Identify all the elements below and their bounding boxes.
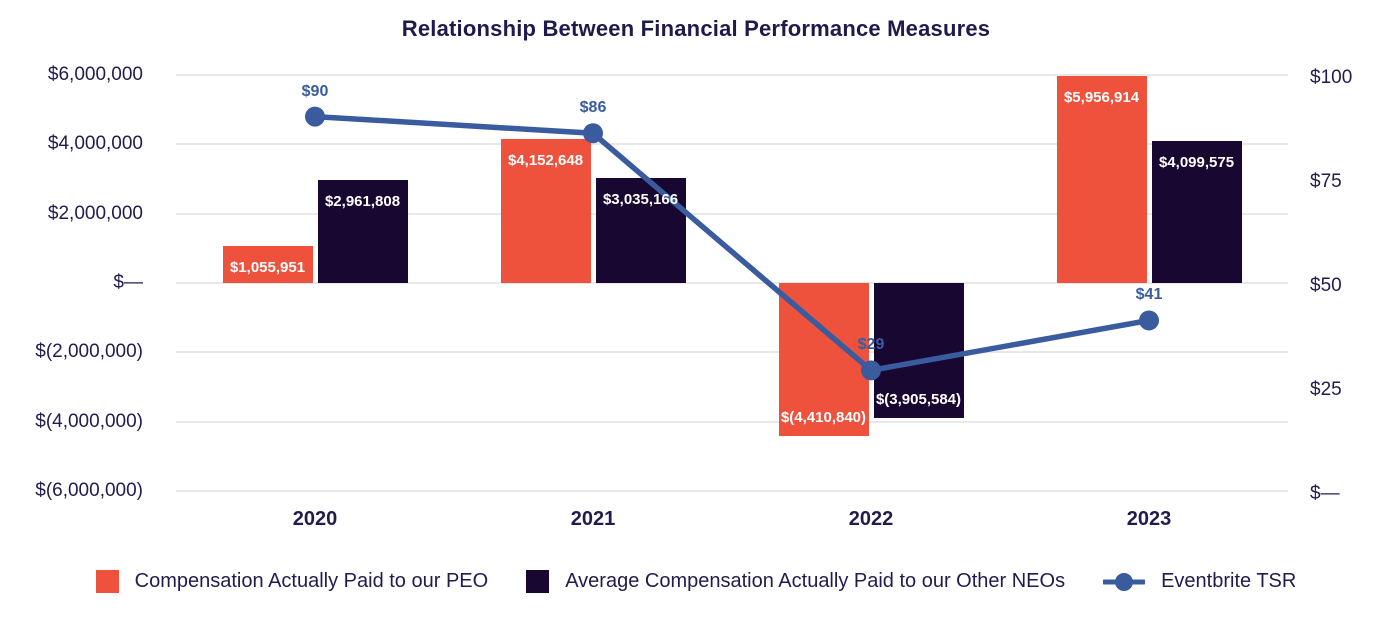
bar-neo-2023 [1151, 140, 1242, 283]
chart-title: Relationship Between Financial Performan… [401, 16, 991, 41]
tsr-point-2020 [305, 106, 325, 127]
tsr-value-label: $90 [301, 82, 329, 100]
legend-square-swatch-icon [95, 570, 119, 593]
left-axis-tick: $6,000,000 [47, 64, 143, 85]
bar-value-label: $(3,905,584) [875, 391, 962, 409]
legend-item-tsr: Eventbrite TSR [1103, 570, 1296, 593]
x-axis-label-2020: 2020 [292, 508, 338, 530]
left-axis-tick: $(4,000,000) [35, 410, 143, 432]
bar-value-label: $2,961,808 [324, 193, 401, 211]
gridline [176, 351, 1288, 354]
bar-value-label: $1,055,951 [229, 259, 306, 277]
bar-peo-2020 [222, 246, 313, 283]
tsr-value-label: $86 [579, 99, 607, 117]
left-axis-tick: $(6,000,000) [35, 480, 143, 501]
bar-value-label: $5,956,914 [1063, 89, 1140, 107]
gridline [176, 420, 1288, 423]
bar-value-label: $4,099,575 [1158, 153, 1235, 171]
legend-square-swatch-icon [526, 570, 550, 593]
bar-value-label: $3,035,166 [602, 190, 679, 208]
bar-value-label: $4,152,648 [507, 152, 584, 170]
left-axis-tick: $2,000,000 [47, 202, 143, 224]
x-axis-label-2021: 2021 [570, 508, 616, 530]
legend-item-neo: Average Compensation Actually Paid to ou… [526, 570, 1065, 593]
right-axis-tick: $50 [1310, 275, 1342, 296]
tsr-value-label: $29 [857, 336, 885, 354]
legend-item-label: Average Compensation Actually Paid to ou… [565, 570, 1066, 592]
legend-line-dot-icon [1103, 571, 1146, 593]
right-axis-tick: $100 [1310, 67, 1353, 88]
legend: Compensation Actually Paid to our PEO Ave… [0, 570, 1392, 593]
right-axis-tick: $— [1310, 483, 1340, 504]
x-axis-label-2023: 2023 [1126, 508, 1172, 530]
right-axis-tick: $25 [1310, 379, 1342, 400]
tsr-point-2023 [1139, 310, 1159, 331]
gridline [176, 490, 1288, 492]
bar-peo-2023 [1056, 76, 1147, 283]
left-axis-tick: $(2,000,000) [35, 341, 143, 363]
bar-value-label: $(4,410,840) [780, 408, 867, 426]
tsr-value-label: $41 [1135, 286, 1163, 304]
left-axis-tick: $— [113, 272, 143, 293]
right-axis-tick: $75 [1310, 171, 1342, 192]
legend-item-peo: Compensation Actually Paid to our PEO [95, 570, 489, 593]
left-axis-tick: $4,000,000 [47, 133, 143, 155]
tsr-line [312, 113, 1152, 374]
legend-item-label: Eventbrite TSR [1161, 570, 1297, 592]
x-axis-label-2022: 2022 [848, 508, 894, 530]
gridline [176, 74, 1288, 76]
legend-item-label: Compensation Actually Paid to our PEO [134, 570, 489, 592]
